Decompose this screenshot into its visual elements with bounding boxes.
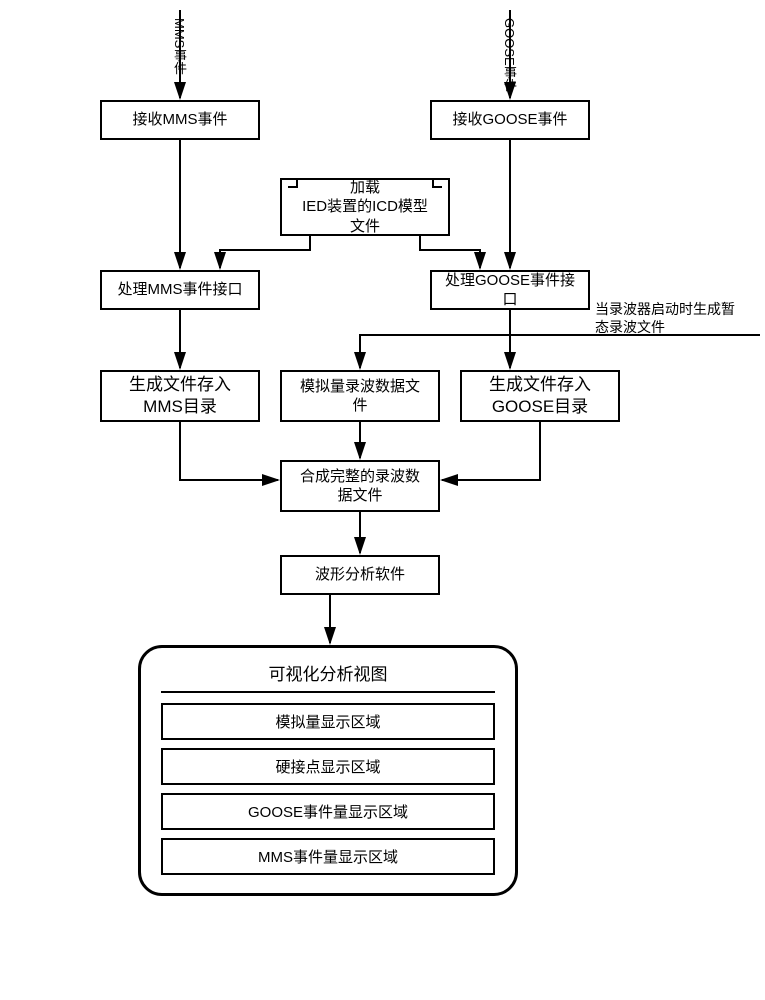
panel-row-analog: 模拟量显示区域 [161, 703, 495, 740]
node-proc-goose: 处理GOOSE事件接 口 [430, 270, 590, 310]
input-label-goose: GOOSE事件 [500, 18, 519, 92]
node-recv-goose: 接收GOOSE事件 [430, 100, 590, 140]
node-analog-file: 模拟量录波数据文 件 [280, 370, 440, 422]
panel-title: 可视化分析视图 [161, 660, 495, 693]
node-analysis: 波形分析软件 [280, 555, 440, 595]
panel-row-mms: MMS事件量显示区域 [161, 838, 495, 875]
panel-row-hardpoint: 硬接点显示区域 [161, 748, 495, 785]
node-merge: 合成完整的录波数 据文件 [280, 460, 440, 512]
node-recv-mms: 接收MMS事件 [100, 100, 260, 140]
input-label-mms: MMS事件 [170, 18, 189, 74]
node-save-mms: 生成文件存入 MMS目录 [100, 370, 260, 422]
node-load-icd: 加载 IED装置的ICD模型 文件 [280, 178, 450, 236]
panel-visualization: 可视化分析视图 模拟量显示区域 硬接点显示区域 GOOSE事件量显示区域 MMS… [138, 645, 518, 896]
node-proc-mms: 处理MMS事件接口 [100, 270, 260, 310]
node-save-goose: 生成文件存入 GOOSE目录 [460, 370, 620, 422]
side-note: 当录波器启动时生成暂 态录波文件 [595, 300, 765, 336]
panel-row-goose: GOOSE事件量显示区域 [161, 793, 495, 830]
